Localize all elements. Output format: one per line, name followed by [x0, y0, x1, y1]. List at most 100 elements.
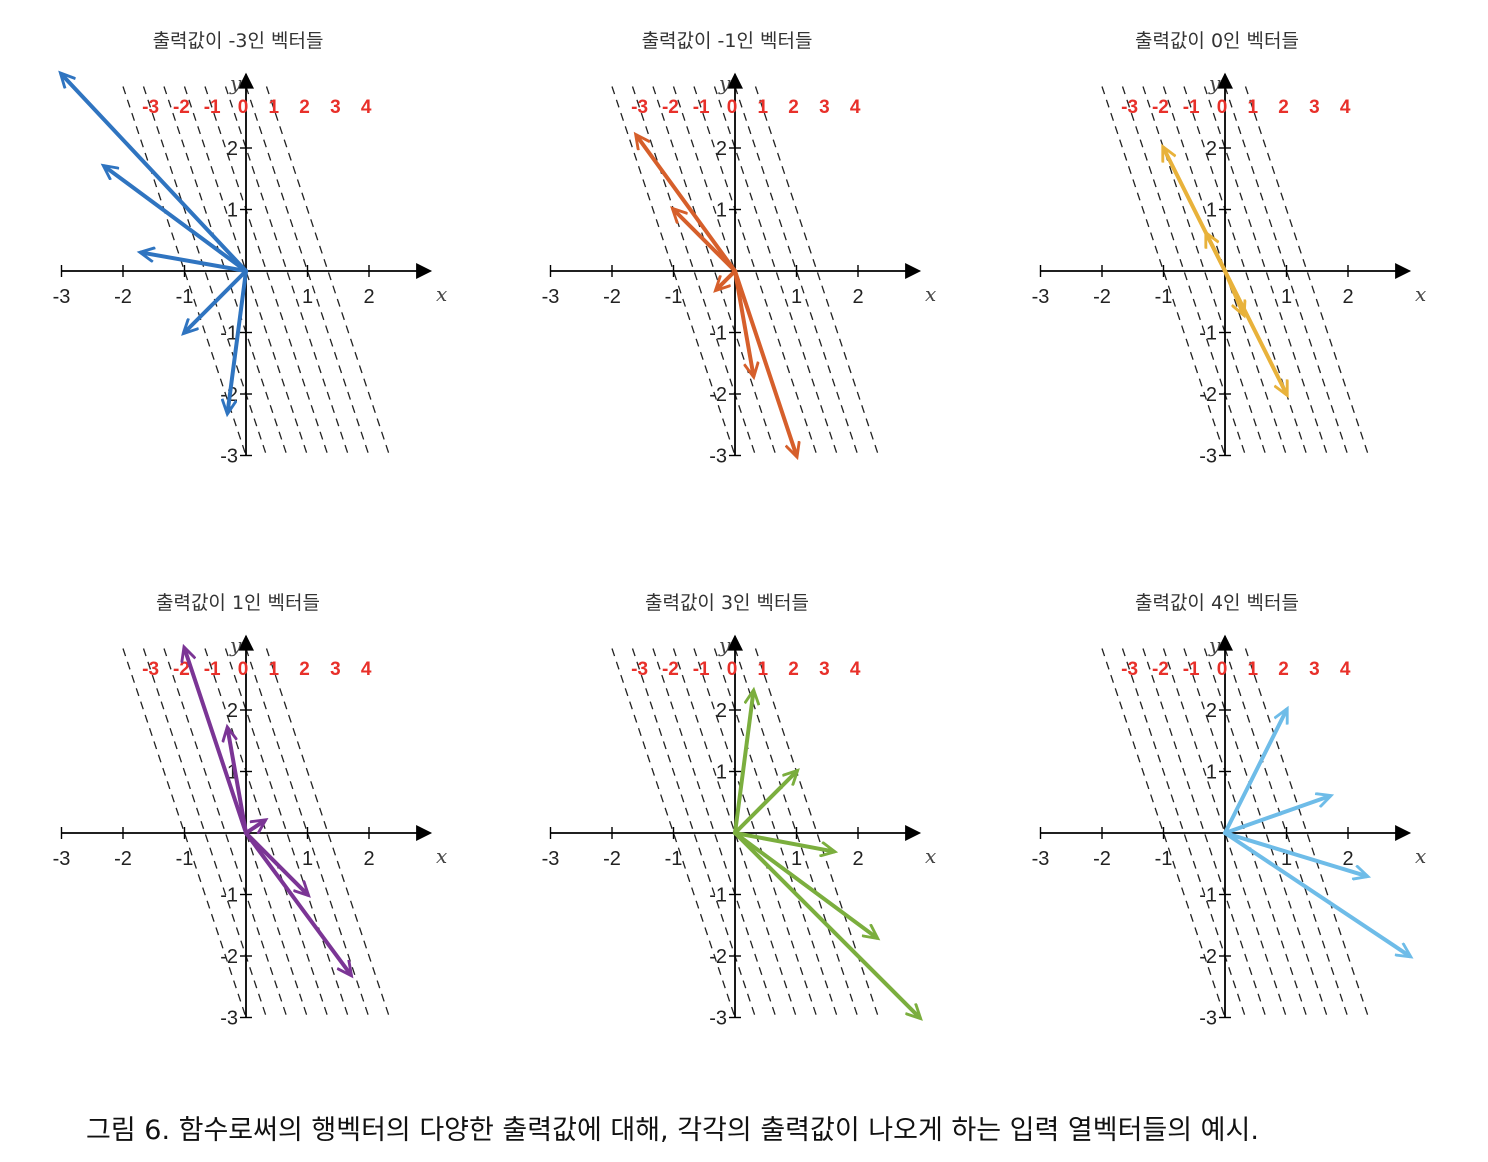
vector-arrow: [105, 166, 248, 273]
vector-arrow: [244, 821, 264, 835]
y-tick-label: 2: [1206, 138, 1217, 160]
x-axis-label: x: [925, 844, 936, 868]
y-tick-label: -1: [220, 323, 238, 345]
level-label: 1: [758, 97, 769, 118]
level-label: 3: [819, 659, 830, 680]
y-tick-label: -3: [1199, 446, 1217, 468]
panel-6: 출력값이 4인 벡터들 -3 -2 -1 1 221-1-2-3xy-3 -2 -1 0 1 2 3…: [1032, 592, 1427, 1030]
y-tick-label: -3: [709, 1008, 727, 1030]
level-label: -3: [631, 97, 648, 118]
y-axis-label: y: [229, 71, 242, 95]
level-label: -2: [173, 97, 190, 118]
y-tick-label: 2: [716, 138, 727, 160]
level-line: [122, 86, 247, 456]
x-tick-label: 1: [1281, 286, 1292, 308]
y-tick-label: -3: [709, 446, 727, 468]
level-line: [1224, 86, 1349, 456]
level-line: [672, 648, 798, 1018]
x-tick-label: -1: [1155, 848, 1173, 870]
x-tick-label: 2: [852, 848, 863, 870]
vector-arrow: [733, 269, 797, 456]
panel-title: 출력값이 -1인 벡터들: [642, 30, 813, 52]
level-label: 1: [1248, 97, 1259, 118]
panel-3: 출력값이 0인 벡터들 -3 -2 -1 1 221-1-2-3xy-3 -2 -1 0 1 2 3…: [1032, 30, 1427, 468]
y-tick-label: -2: [1199, 946, 1217, 968]
y-axis-label: y: [1208, 633, 1221, 657]
panel-title: 출력값이 -3인 벡터들: [153, 30, 324, 52]
vector-arrow: [674, 210, 737, 273]
vector-arrow: [185, 269, 248, 333]
level-line: [183, 86, 309, 456]
level-labels: -3 -2 -1 0 1 2 3 4: [1121, 659, 1351, 680]
level-line: [1183, 648, 1308, 1018]
level-label: 1: [269, 97, 280, 118]
y-tick-label: 1: [1206, 200, 1217, 222]
x-tick-label: -1: [176, 848, 194, 870]
level-labels: -3 -2 -1 0 1 2 3 4: [631, 97, 861, 118]
level-line: [1244, 648, 1370, 1018]
x-axis-label: x: [925, 282, 936, 306]
x-tick-label: -3: [1032, 848, 1050, 870]
vector-arrow: [1207, 234, 1227, 273]
vectors: [62, 74, 248, 412]
y-tick-label: 1: [716, 762, 727, 784]
level-label: 3: [330, 659, 341, 680]
level-label: 2: [788, 659, 799, 680]
vector-arrow: [733, 831, 920, 1018]
x-tick-label: 2: [1342, 848, 1353, 870]
level-label: -2: [662, 659, 679, 680]
x-tick-label: -2: [114, 286, 132, 308]
panel-title: 출력값이 1인 벡터들: [156, 592, 320, 614]
vector-arrow: [62, 74, 248, 273]
level-label: 3: [819, 97, 830, 118]
vector-arrow: [228, 269, 248, 412]
y-tick-label: 2: [227, 138, 238, 160]
level-line: [652, 86, 777, 456]
x-tick-label: -1: [665, 286, 683, 308]
vector-arrow: [733, 692, 753, 835]
level-line: [183, 648, 309, 1018]
level-label: -2: [173, 659, 190, 680]
level-label: 2: [1278, 97, 1289, 118]
vector-arrow: [733, 831, 876, 938]
y-tick-label: -2: [709, 384, 727, 406]
level-label: 2: [1278, 659, 1289, 680]
x-tick-label: -2: [603, 286, 621, 308]
level-line: [163, 648, 288, 1018]
y-tick-label: -1: [1199, 885, 1217, 907]
level-labels: -3 -2 -1 0 1 2 3 4: [142, 659, 372, 680]
vectors: [1164, 148, 1287, 394]
vector-arrow: [228, 728, 248, 835]
level-label: -2: [662, 97, 679, 118]
vector-arrow: [1223, 831, 1366, 876]
level-line: [652, 648, 777, 1018]
level-label: 2: [788, 97, 799, 118]
y-tick-label: -1: [709, 323, 727, 345]
y-axis-label: y: [229, 633, 242, 657]
level-line: [1203, 648, 1329, 1018]
panel-title: 출력값이 3인 벡터들: [645, 592, 809, 614]
level-label: -1: [1183, 97, 1200, 118]
level-label: -3: [1121, 659, 1138, 680]
panel-5: 출력값이 3인 벡터들 -3 -2 -1 1 221-1-2-3xy-3 -2 -1 0 1 2 3…: [542, 592, 937, 1030]
x-tick-label: -3: [542, 286, 560, 308]
x-tick-label: 2: [363, 286, 374, 308]
level-line: [245, 86, 370, 456]
level-line: [1162, 86, 1288, 456]
level-label: 2: [299, 97, 310, 118]
x-tick-label: -1: [665, 848, 683, 870]
vector-arrow: [244, 831, 351, 974]
vector-arrow: [733, 772, 797, 835]
y-axis-label: y: [1208, 71, 1221, 95]
level-line: [265, 648, 391, 1018]
level-label: -3: [142, 97, 159, 118]
level-line: [224, 648, 350, 1018]
level-label: 1: [1248, 659, 1259, 680]
level-label: -1: [204, 97, 221, 118]
level-labels: -3 -2 -1 0 1 2 3 4: [142, 97, 372, 118]
level-line: [713, 648, 839, 1018]
level-line: [204, 648, 329, 1018]
